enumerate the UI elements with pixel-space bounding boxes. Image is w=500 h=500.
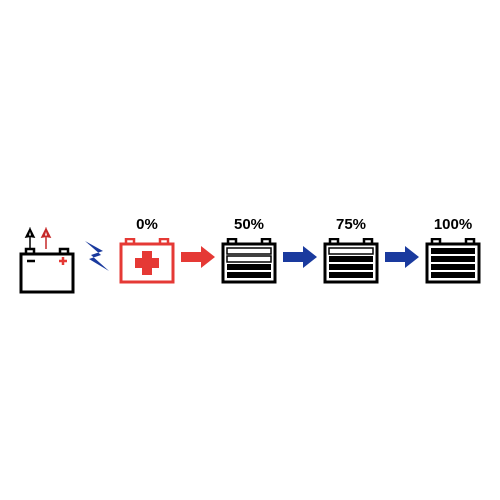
arrow-icon [181, 246, 215, 268]
stage-label: 0% [136, 216, 158, 234]
stage-75pct: 75% [323, 216, 379, 284]
arrow-icon [283, 246, 317, 268]
stage-label: 100% [434, 216, 472, 234]
stage-0pct: 0% [119, 216, 175, 284]
battery-0pct-icon [119, 238, 175, 284]
lightning-bolt-icon [81, 237, 113, 277]
charging-flow-diagram: 0% 50% 75% [19, 205, 481, 295]
battery-75pct-icon [323, 238, 379, 284]
stage-label: 50% [234, 216, 264, 234]
stage-label: 75% [336, 216, 366, 234]
battery-source-icon [19, 227, 75, 295]
stage-50pct: 50% [221, 216, 277, 284]
battery-50pct-icon [221, 238, 277, 284]
stage-source [19, 205, 75, 295]
battery-100pct-icon [425, 238, 481, 284]
arrow-icon [385, 246, 419, 268]
stage-100pct: 100% [425, 216, 481, 284]
